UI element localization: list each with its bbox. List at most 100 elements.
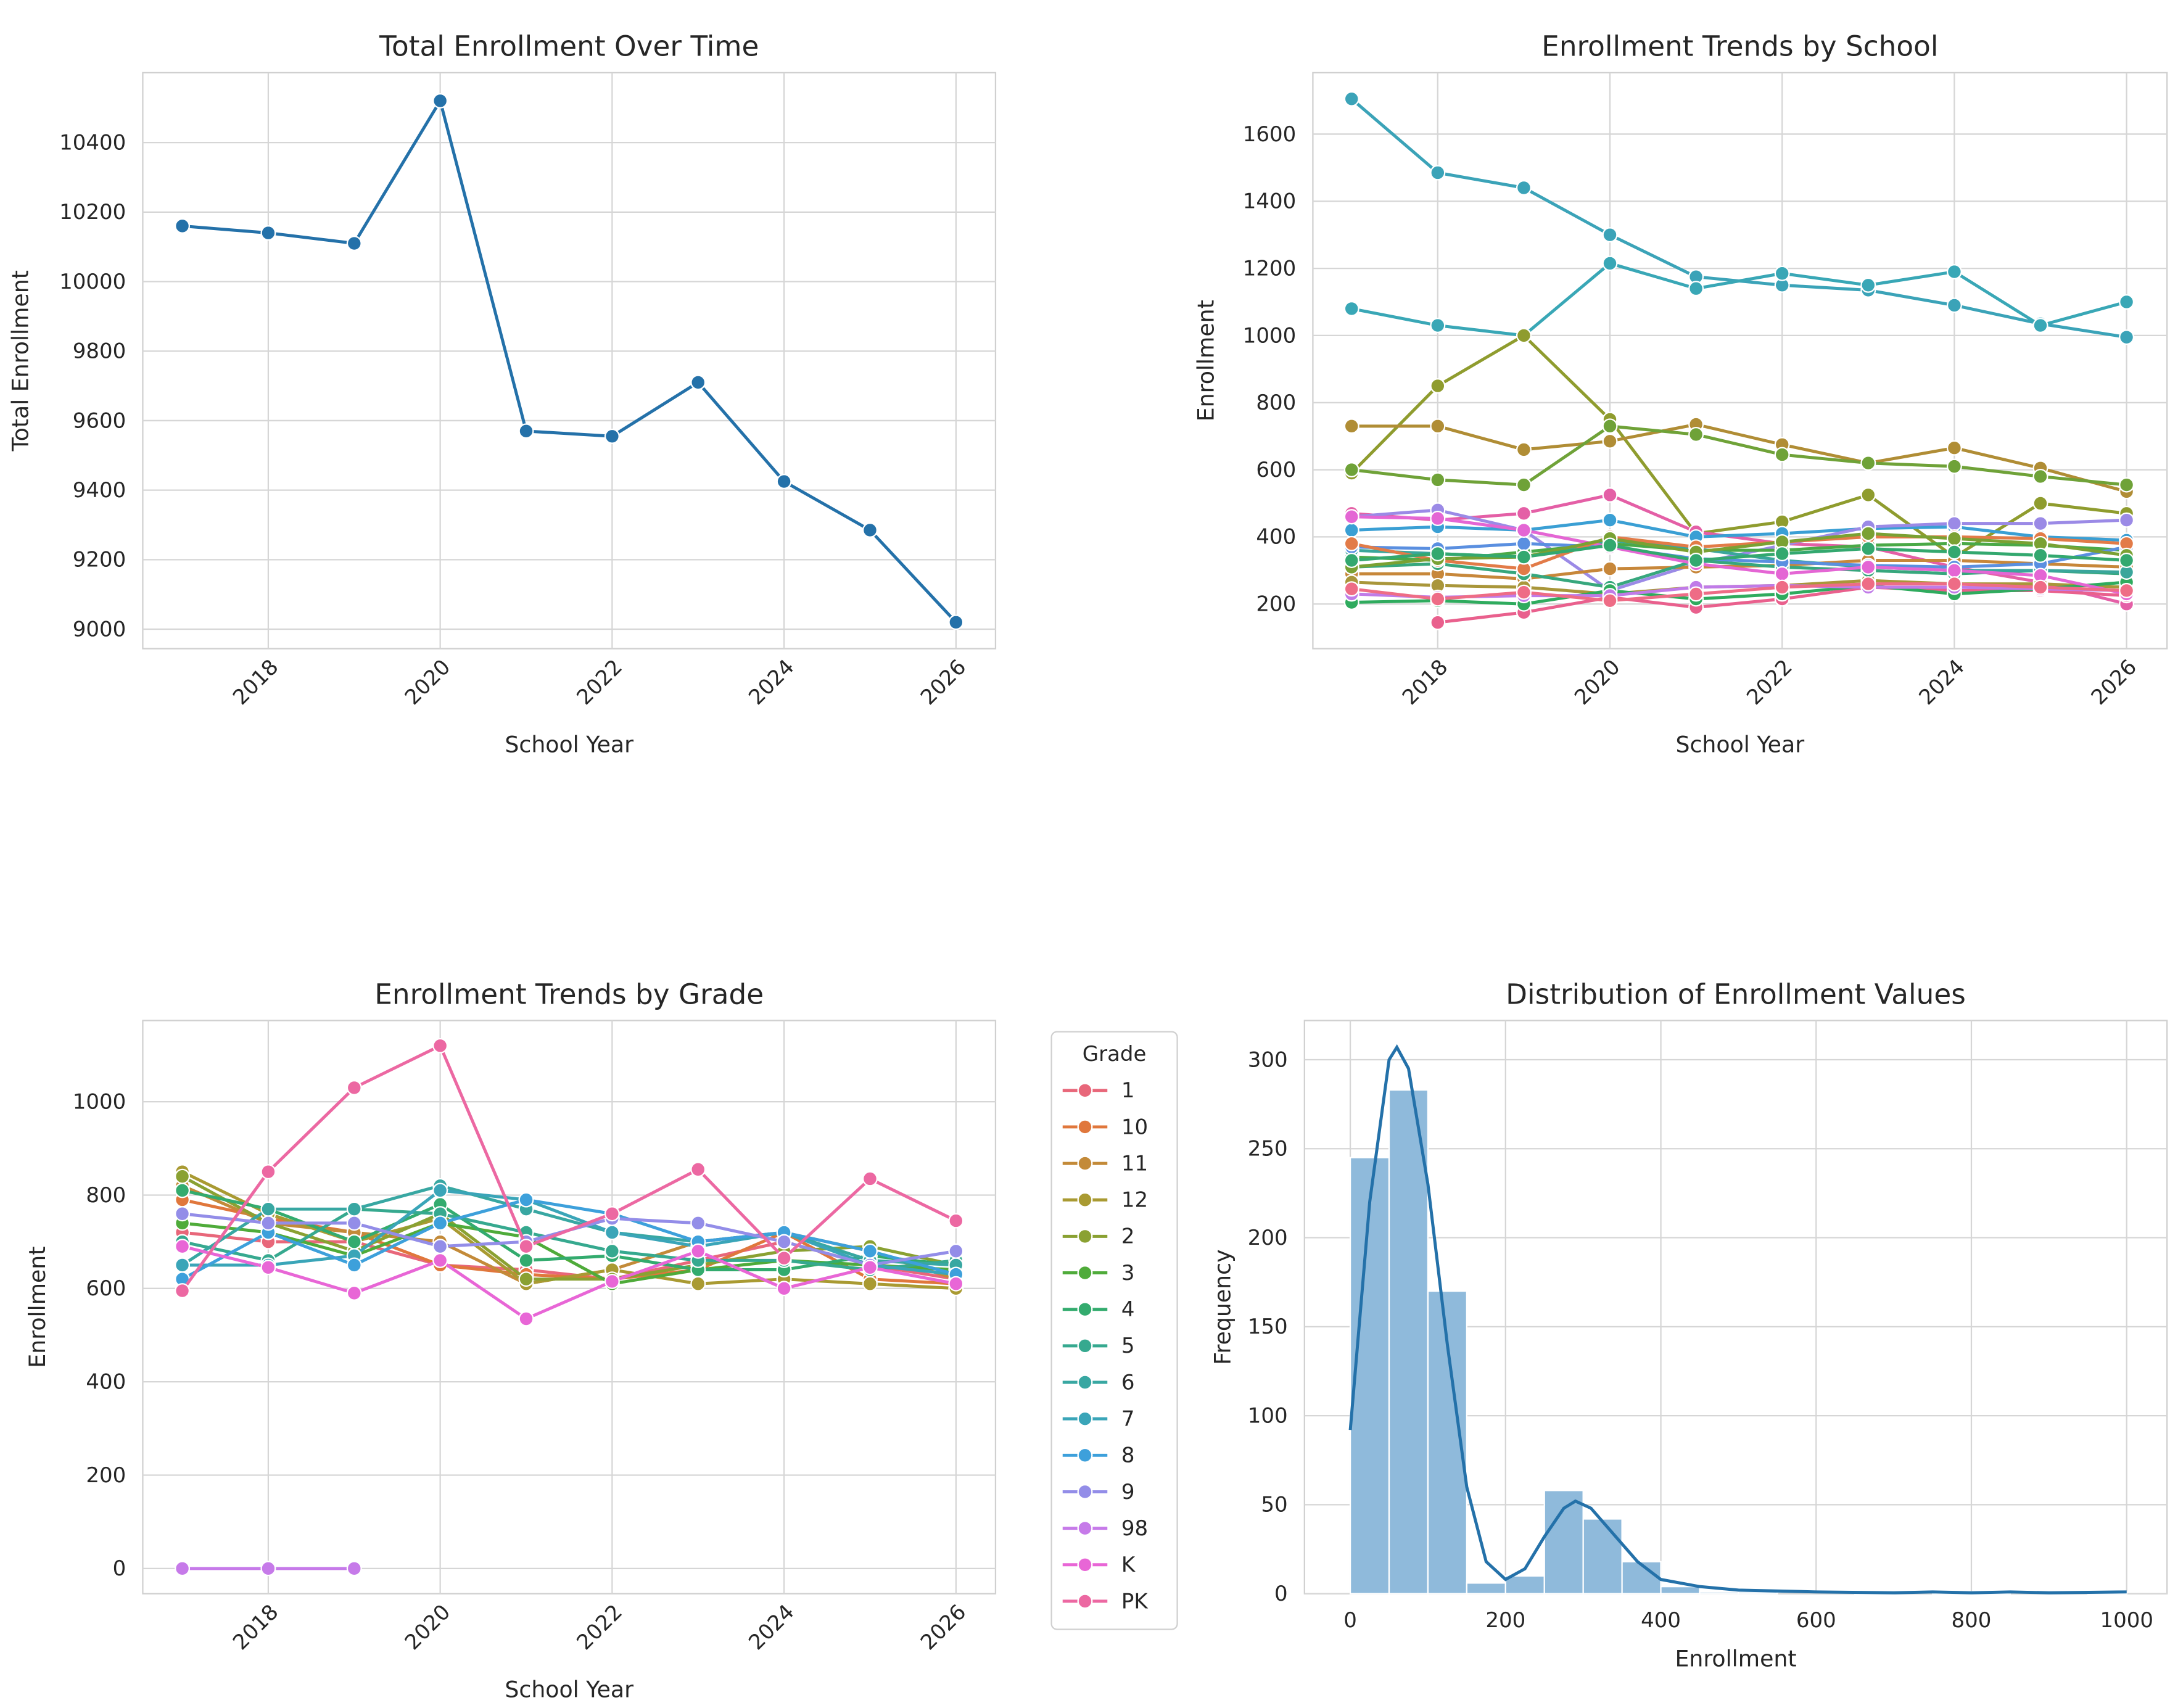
x-tick-label: 2026: [2087, 654, 2142, 709]
point: [1602, 227, 1618, 243]
legend-box: [1050, 1031, 1178, 1630]
point: [1430, 472, 1446, 488]
point: [604, 1206, 620, 1222]
point: [1602, 418, 1618, 434]
point: [1430, 378, 1446, 394]
legend-marker: [1077, 1338, 1093, 1354]
point: [346, 1561, 362, 1577]
legend-label: 98: [1121, 1516, 1148, 1541]
point: [1946, 544, 1962, 560]
legend-label: 6: [1121, 1370, 1135, 1395]
point: [1343, 418, 1359, 434]
bar: [1466, 1582, 1506, 1595]
point: [1343, 91, 1359, 107]
point: [776, 1234, 792, 1250]
point: [1860, 277, 1876, 293]
point: [604, 1243, 620, 1259]
x-tick-label: 400: [1641, 1608, 1681, 1633]
point: [604, 1224, 620, 1240]
panel: 200 400 600 800 1000 1200 1400 1600 2018 2020 2022…: [1193, 30, 2168, 757]
point: [948, 1276, 964, 1292]
point: [862, 522, 878, 538]
point: [1602, 512, 1618, 528]
x-axis-label: School Year: [505, 731, 633, 757]
point: [1343, 522, 1359, 538]
legend-marker: [1077, 1374, 1093, 1390]
point: [1602, 593, 1618, 609]
point: [862, 1243, 878, 1259]
x-tick-label: 2018: [228, 654, 283, 709]
bar: [1660, 1586, 1701, 1595]
x-tick-label: 2020: [400, 1599, 455, 1654]
point: [1946, 458, 1962, 474]
point: [260, 1201, 276, 1217]
y-tick-label: 600: [86, 1276, 126, 1301]
y-tick-label: 9800: [73, 339, 126, 364]
legend-label: 9: [1121, 1480, 1135, 1504]
point: [1343, 509, 1359, 525]
point: [1602, 537, 1618, 553]
series-line: [1351, 535, 2127, 571]
point: [518, 1239, 534, 1255]
series-line: [1351, 580, 2127, 606]
y-tick-label: 0: [113, 1556, 126, 1581]
series-line: [1351, 262, 2127, 337]
y-tick-label: 100: [1248, 1403, 1288, 1428]
point: [1343, 462, 1359, 478]
point: [1688, 553, 1704, 568]
point: [862, 1260, 878, 1276]
point: [1602, 433, 1618, 449]
point: [346, 1285, 362, 1301]
x-tick-label: 2026: [916, 1599, 971, 1654]
point: [948, 1213, 964, 1229]
series-line: [1350, 334, 2127, 559]
bar: [1582, 1518, 1623, 1595]
point: [2119, 294, 2135, 310]
chart-title: Total Enrollment Over Time: [379, 30, 759, 63]
legend-label: 4: [1121, 1297, 1135, 1322]
point: [690, 1243, 706, 1259]
point: [2119, 329, 2135, 345]
y-tick-label: 10400: [59, 130, 126, 155]
point: [346, 1215, 362, 1231]
point: [1516, 549, 1532, 565]
series-line: [1351, 542, 2127, 569]
point: [260, 225, 276, 241]
series-line: [182, 1207, 957, 1272]
point: [1860, 487, 1876, 503]
point: [1343, 300, 1359, 316]
series-line: [1351, 559, 2127, 580]
series-line: [1351, 543, 2127, 562]
legend-marker: [1077, 1484, 1093, 1500]
point: [690, 1161, 706, 1178]
y-tick-label: 1600: [1243, 122, 1297, 147]
legend-marker: [1077, 1155, 1093, 1171]
point: [175, 1168, 191, 1184]
point: [518, 1252, 534, 1268]
y-tick-label: 150: [1248, 1314, 1288, 1339]
legend-label: 5: [1121, 1334, 1135, 1358]
point: [518, 1271, 534, 1287]
legend-label: PK: [1121, 1589, 1148, 1614]
x-tick-label: 800: [1952, 1608, 1992, 1633]
point: [346, 1079, 362, 1095]
y-tick-label: 9400: [73, 478, 126, 503]
point: [1774, 566, 1790, 582]
point: [1343, 553, 1359, 568]
point: [1946, 576, 1962, 592]
point: [260, 1260, 276, 1276]
series-line: [1351, 518, 2127, 542]
point: [1860, 455, 1876, 471]
series-line: [1351, 532, 2127, 569]
y-tick-label: 1000: [1243, 323, 1297, 348]
y-tick-label: 9600: [73, 408, 126, 433]
point: [2032, 318, 2048, 334]
point: [1602, 255, 1618, 271]
point: [2032, 468, 2048, 484]
point: [1774, 546, 1790, 562]
point: [1860, 526, 1876, 542]
x-axis-label: Enrollment: [1675, 1646, 1796, 1672]
x-tick-label: 2022: [572, 1599, 627, 1654]
point: [1946, 297, 1962, 313]
legend-label: 7: [1121, 1406, 1135, 1431]
